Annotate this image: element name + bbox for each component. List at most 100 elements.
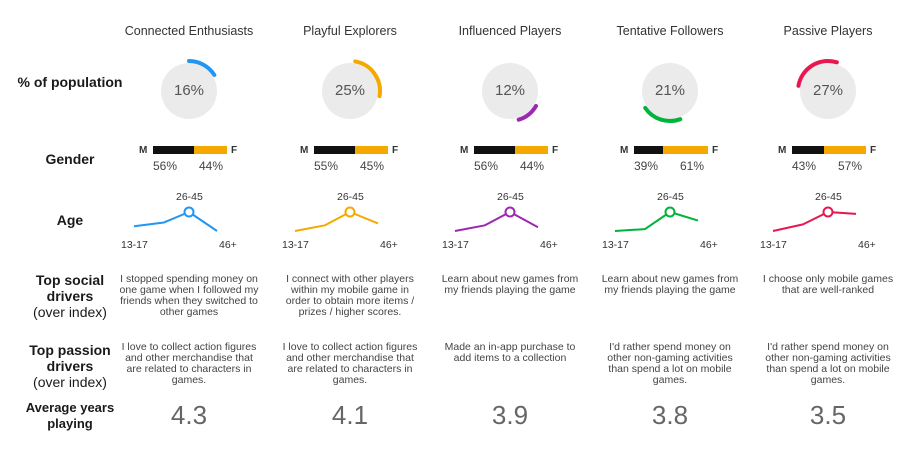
row-label-passion-sub: (over index) <box>33 374 107 390</box>
gender-male-letter: M <box>139 145 148 156</box>
row-label-population-text: % of population <box>17 74 123 90</box>
gender-male-value: 39% <box>633 159 659 173</box>
population-ring <box>482 63 538 122</box>
population-value: 12% <box>494 82 526 99</box>
age-label-low: 13-17 <box>602 239 629 251</box>
gender-male-letter: M <box>620 145 629 156</box>
population-ring <box>322 59 382 119</box>
gender-male-letter: M <box>300 145 309 156</box>
passion-driver-text: I love to collect action figures and oth… <box>121 341 257 386</box>
age-label-peak: 26-45 <box>337 191 364 203</box>
average-years-value: 4.1 <box>331 400 369 430</box>
gender-male-bar <box>474 146 516 154</box>
row-label-years-text: Average years playing <box>25 400 115 431</box>
population-value: 25% <box>334 82 366 99</box>
age-label-high: 46+ <box>858 239 876 251</box>
age-peak-marker <box>183 206 195 218</box>
population-ring <box>796 59 856 119</box>
gender-female-value: 57% <box>837 159 863 173</box>
population-value: 27% <box>812 82 844 99</box>
social-driver-text: I stopped spending money on one game whe… <box>119 273 259 318</box>
gender-male-bar <box>153 146 195 154</box>
age-peak-marker <box>344 206 356 218</box>
gender-female-letter: F <box>552 145 559 156</box>
age-peak-marker <box>504 206 516 218</box>
age-label-high: 46+ <box>219 239 237 251</box>
row-label-years: Average years playing <box>10 400 130 432</box>
gender-male-letter: M <box>778 145 787 156</box>
row-label-social-text: Top social drivers <box>35 272 105 304</box>
passion-driver-text: I love to collect action figures and oth… <box>282 341 418 386</box>
segment-name: Playful Explorers <box>303 24 397 38</box>
passion-driver-text: Made an in-app purchase to add items to … <box>444 341 576 364</box>
population-ring <box>642 63 698 123</box>
age-label-high: 46+ <box>700 239 718 251</box>
gender-male-value: 56% <box>152 159 178 173</box>
segment-name: Tentative Followers <box>616 24 724 38</box>
age-trend-line <box>133 211 218 232</box>
age-trend-line <box>294 211 379 232</box>
segment-name: Connected Enthusiasts <box>124 24 254 38</box>
gender-female-value: 61% <box>679 159 705 173</box>
gender-male-letter: M <box>460 145 469 156</box>
gender-female-letter: F <box>712 145 719 156</box>
age-label-high: 46+ <box>540 239 558 251</box>
row-label-social-sub: (over index) <box>33 304 107 320</box>
social-driver-text: I choose only mobile games that are well… <box>762 273 894 296</box>
passion-driver-text: I'd rather spend money on other non-gami… <box>765 341 891 386</box>
gender-female-bar <box>194 146 227 154</box>
gender-female-value: 44% <box>519 159 545 173</box>
social-driver-text: Learn about new games from my friends pl… <box>601 273 739 296</box>
population-arc <box>353 59 382 99</box>
population-circle <box>800 63 856 119</box>
gender-female-value: 44% <box>198 159 224 173</box>
population-circle <box>482 63 538 119</box>
gender-male-bar <box>314 146 355 154</box>
population-circle <box>161 63 217 119</box>
age-trend-line <box>614 211 699 232</box>
row-label-population: % of population <box>10 74 130 91</box>
gender-male-value: 43% <box>791 159 817 173</box>
social-driver-text: Learn about new games from my friends pl… <box>441 273 579 296</box>
population-circle <box>322 63 378 119</box>
age-peak-marker <box>822 206 834 218</box>
row-label-passion-text: Top passion drivers <box>29 342 111 374</box>
population-arc <box>643 105 683 123</box>
age-label-peak: 26-45 <box>815 191 842 203</box>
gender-female-bar <box>823 146 866 154</box>
age-label-low: 13-17 <box>282 239 309 251</box>
age-label-peak: 26-45 <box>657 191 684 203</box>
age-label-low: 13-17 <box>760 239 787 251</box>
gender-female-bar <box>515 146 548 154</box>
gender-female-letter: F <box>870 145 877 156</box>
social-driver-text: I connect with other players within my m… <box>285 273 415 318</box>
row-label-passion: Top passion drivers (over index) <box>14 342 126 390</box>
age-label-low: 13-17 <box>121 239 148 251</box>
age-trend-line <box>454 211 539 232</box>
population-arc <box>796 59 839 88</box>
age-label-peak: 26-45 <box>176 191 203 203</box>
age-label-peak: 26-45 <box>497 191 524 203</box>
gender-female-bar <box>662 146 708 154</box>
gender-female-letter: F <box>231 145 238 156</box>
row-label-age-text: Age <box>56 212 84 228</box>
age-label-high: 46+ <box>380 239 398 251</box>
gender-female-letter: F <box>392 145 399 156</box>
population-value: 21% <box>654 82 686 99</box>
population-value: 16% <box>173 82 205 99</box>
gender-male-bar <box>634 146 663 154</box>
population-arc <box>187 59 217 77</box>
segment-name: Passive Players <box>783 24 873 38</box>
average-years-value: 3.9 <box>491 400 529 430</box>
gender-male-value: 56% <box>473 159 499 173</box>
age-trend-line <box>772 211 857 232</box>
row-label-gender: Gender <box>10 151 130 167</box>
gender-male-value: 55% <box>313 159 339 173</box>
gender-female-bar <box>354 146 388 154</box>
gender-female-value: 45% <box>359 159 385 173</box>
average-years-value: 3.5 <box>809 400 847 430</box>
population-arc <box>516 104 538 122</box>
age-peak-marker <box>664 206 676 218</box>
row-label-gender-text: Gender <box>45 151 95 167</box>
population-ring <box>161 59 217 119</box>
